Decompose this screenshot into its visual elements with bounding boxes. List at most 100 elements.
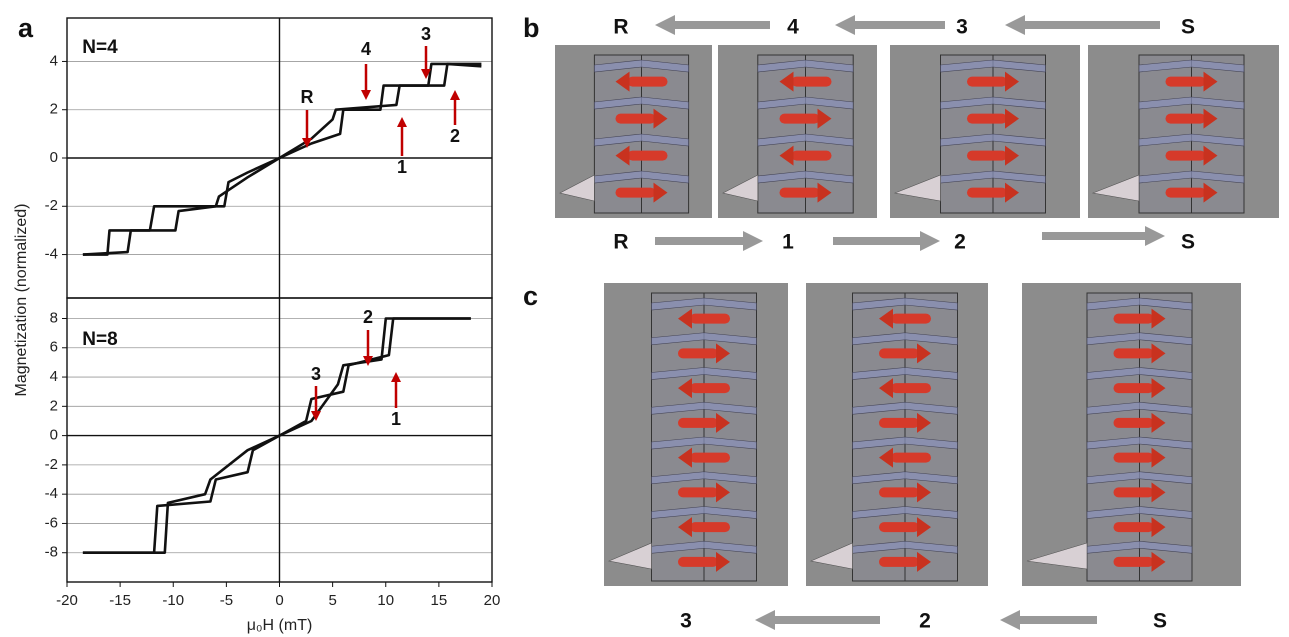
x-tick-label: -20 xyxy=(56,592,78,609)
state-label: 3 xyxy=(956,16,968,39)
annotation: 1 xyxy=(397,157,407,177)
state-label: 2 xyxy=(954,231,966,254)
layer xyxy=(852,367,958,380)
moment-arrow xyxy=(1165,76,1206,87)
moment-arrow xyxy=(891,313,931,324)
panel-label: c xyxy=(523,281,538,311)
annotation: 3 xyxy=(421,24,431,44)
y-tick-label: -8 xyxy=(45,544,58,561)
gray-arrow xyxy=(853,21,945,29)
y-tick-label: 8 xyxy=(50,309,58,326)
moment-arrow xyxy=(879,556,919,567)
annotation: 3 xyxy=(311,364,321,384)
moment-arrowhead xyxy=(1203,145,1218,166)
moment-arrow xyxy=(879,487,919,498)
field-cone xyxy=(893,174,941,202)
moment-arrow xyxy=(627,76,668,87)
moment-arrow xyxy=(678,417,718,428)
layer xyxy=(1138,133,1245,147)
state-label: 3 xyxy=(680,610,692,633)
y-tick-label: -2 xyxy=(45,197,58,214)
layer xyxy=(757,96,854,110)
annotation-arrowhead xyxy=(302,138,312,148)
y-tick-label: -4 xyxy=(45,246,58,263)
gray-arrow xyxy=(1018,616,1097,624)
y-tick-label: -4 xyxy=(45,485,58,502)
moment-arrowhead xyxy=(716,551,730,572)
state-label: R xyxy=(613,231,628,254)
moment-arrow xyxy=(678,556,718,567)
moment-arrowhead xyxy=(1151,447,1166,468)
layer xyxy=(852,332,958,346)
moment-arrowhead xyxy=(1005,71,1019,92)
layer xyxy=(852,297,958,311)
moment-arrow xyxy=(879,348,919,359)
state-label: 2 xyxy=(919,610,931,633)
x-tick-label: 5 xyxy=(328,592,336,609)
layer xyxy=(852,506,958,519)
layer xyxy=(852,401,958,415)
x-tick-label: -5 xyxy=(220,592,233,609)
moment-arrow xyxy=(1113,348,1154,359)
y-axis-label: Magnetization (normalized) xyxy=(13,204,30,397)
layer xyxy=(1086,332,1193,346)
moment-arrowhead xyxy=(1151,343,1166,364)
annotation: 2 xyxy=(450,126,460,146)
gray-arrow xyxy=(673,21,770,29)
gray-arrow xyxy=(833,237,922,245)
y-tick-label: 4 xyxy=(50,52,58,69)
moment-arrow xyxy=(891,452,931,463)
layer xyxy=(1086,436,1193,450)
layer xyxy=(757,133,854,147)
gray-arrowhead xyxy=(755,610,775,630)
moment-arrow xyxy=(1113,383,1154,394)
gray-arrowhead xyxy=(1000,610,1020,630)
moment-arrowhead xyxy=(678,447,692,468)
layer xyxy=(651,297,757,311)
y-tick-label: -6 xyxy=(45,514,58,531)
annotation: R xyxy=(301,87,314,107)
x-tick-label: 20 xyxy=(484,592,501,609)
moment-arrow xyxy=(791,150,832,161)
moment-arrowhead xyxy=(716,343,730,364)
data-line xyxy=(82,62,482,256)
layer xyxy=(651,332,757,346)
x-axis-label: μ₀H (mT) xyxy=(247,617,313,634)
moment-arrowhead xyxy=(1151,412,1166,433)
field-cone xyxy=(722,174,759,202)
moment-arrowhead xyxy=(716,482,730,503)
gray-arrowhead xyxy=(835,15,855,35)
field-cone xyxy=(1091,174,1140,202)
field-cone xyxy=(809,542,853,570)
moment-arrowhead xyxy=(1151,517,1166,538)
x-tick-label: 15 xyxy=(431,592,448,609)
moment-arrowhead xyxy=(1005,108,1019,129)
moment-arrow xyxy=(1113,417,1154,428)
moment-arrowhead xyxy=(716,412,730,433)
moment-arrow xyxy=(1165,113,1206,124)
layer xyxy=(757,59,854,73)
annotation-arrowhead xyxy=(450,90,460,100)
moment-arrowhead xyxy=(653,182,668,203)
annotation-arrowhead xyxy=(397,117,407,127)
moment-arrow xyxy=(690,522,730,533)
moment-arrowhead xyxy=(779,71,794,92)
field-cone xyxy=(1026,542,1088,570)
moment-arrowhead xyxy=(615,145,630,166)
moment-arrowhead xyxy=(817,108,832,129)
layer xyxy=(1086,506,1193,519)
plot-frame xyxy=(66,297,493,583)
moment-arrow xyxy=(1165,150,1206,161)
layer xyxy=(651,367,757,380)
gray-arrow xyxy=(655,237,745,245)
y-tick-label: 4 xyxy=(50,368,58,385)
layer xyxy=(1086,297,1193,311)
moment-arrow xyxy=(678,348,718,359)
layer xyxy=(651,506,757,519)
gray-arrowhead xyxy=(655,15,675,35)
gray-arrowhead xyxy=(743,231,763,251)
layer xyxy=(651,471,757,485)
moment-arrowhead xyxy=(917,551,931,572)
y-tick-label: -2 xyxy=(45,456,58,473)
moment-arrowhead xyxy=(1005,182,1019,203)
